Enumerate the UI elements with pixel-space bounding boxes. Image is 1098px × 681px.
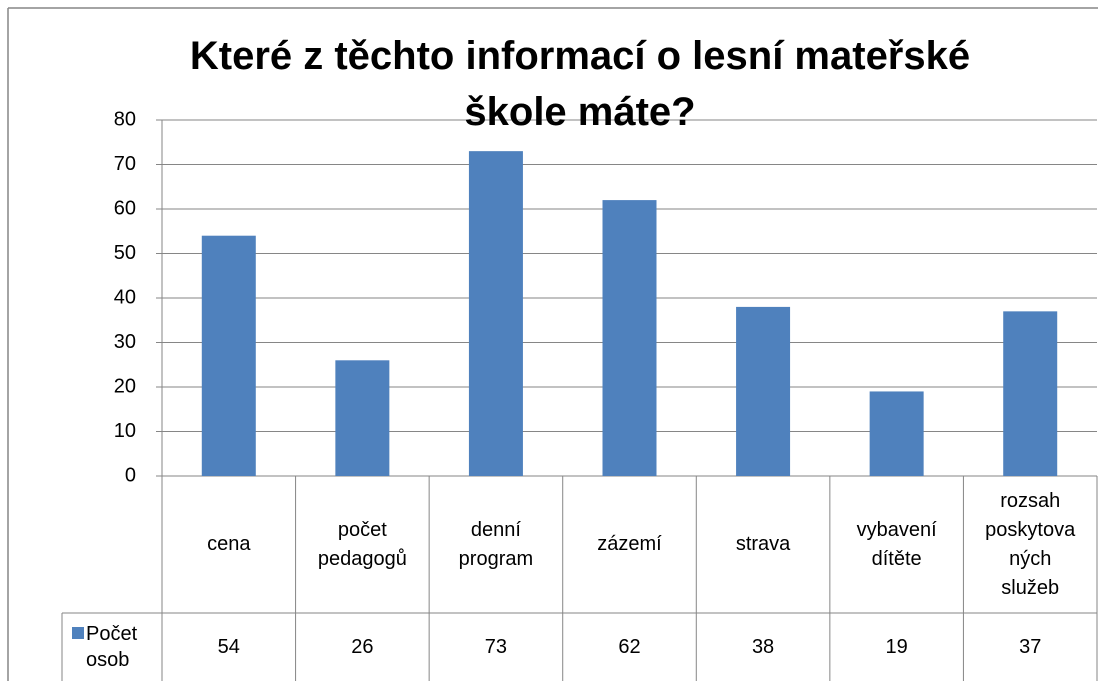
- bar: [335, 360, 390, 476]
- y-tick-label: 60: [114, 197, 136, 219]
- x-tick-label: počet pedagogů: [317, 518, 407, 570]
- y-tick-label: 20: [114, 375, 136, 397]
- chart-title: Které z těchto informací o lesní mateřsk…: [189, 34, 971, 134]
- bar: [1003, 311, 1058, 476]
- data-label: 26: [351, 635, 374, 658]
- y-tick-label: 30: [114, 331, 136, 353]
- x-tick-label: rozsah poskytova ných služeb: [985, 489, 1076, 599]
- data-label: 38: [751, 635, 775, 658]
- legend-swatch: [72, 627, 84, 639]
- bar: [201, 235, 256, 476]
- legend-label: Počet osob: [86, 623, 138, 671]
- x-tick-label: denní program: [458, 518, 534, 570]
- bar: [736, 306, 791, 476]
- y-tick-label: 70: [114, 153, 136, 175]
- y-tick-label: 0: [125, 464, 136, 486]
- x-tick-label: vybavení dítěte: [856, 518, 937, 570]
- data-label: 37: [1019, 635, 1042, 658]
- bar: [468, 151, 523, 476]
- data-label: 73: [484, 635, 508, 658]
- y-tick-label: 40: [114, 286, 136, 308]
- x-tick-label: zázemí: [597, 533, 662, 555]
- bar: [602, 200, 657, 476]
- x-tick-label: cena: [207, 533, 251, 555]
- data-label: 54: [217, 635, 240, 658]
- bar: [869, 391, 924, 476]
- y-tick-label: 80: [114, 108, 136, 130]
- y-tick-label: 50: [114, 242, 136, 264]
- data-label: 62: [618, 635, 641, 658]
- y-tick-label: 10: [114, 420, 136, 442]
- data-label: 19: [885, 635, 908, 658]
- x-tick-label: strava: [735, 533, 791, 555]
